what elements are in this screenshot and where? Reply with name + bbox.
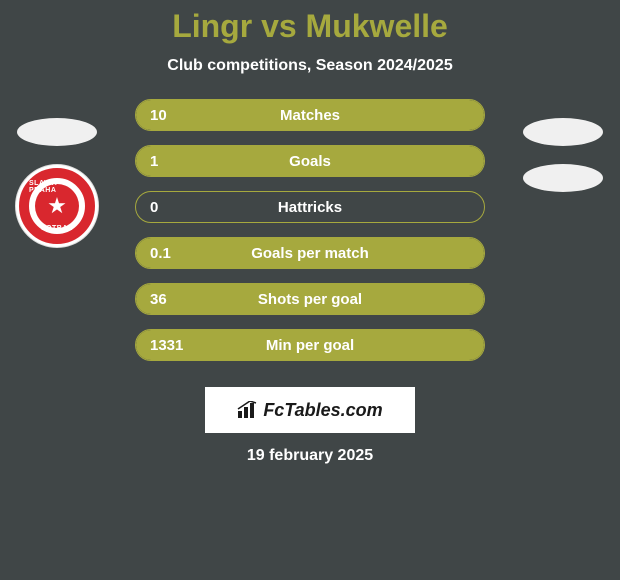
stats-area: 10 Matches 1 Goals 0 Hattricks 0.1 Goals per ma… [135,99,485,375]
stat-value-left: 0 [150,199,158,216]
stat-row: 0 Hattricks [135,191,485,223]
fctables-logo: FcTables.com [237,400,382,421]
stat-label: Hattricks [278,199,342,216]
chart-icon [237,401,259,419]
stat-bar: 36 Shots per goal [135,283,485,315]
stat-value-left: 10 [150,107,167,124]
stat-bar: 1331 Min per goal [135,329,485,361]
stat-bar: 0.1 Goals per match [135,237,485,269]
stat-row: 0.1 Goals per match [135,237,485,269]
club-badge-right-placeholder [523,164,603,192]
stat-bar: 0 Hattricks [135,191,485,223]
branding-box: FcTables.com [205,387,415,433]
comparison-title: Lingr vs Mukwelle [172,8,448,45]
stat-bar: 10 Matches [135,99,485,131]
stat-row: 36 Shots per goal [135,283,485,315]
footer-date: 19 february 2025 [247,447,373,465]
stat-label: Goals per match [251,245,369,262]
stat-bar: 1 Goals [135,145,485,177]
infographic-container: Lingr vs Mukwelle Club competitions, Sea… [0,0,620,465]
season-subtitle: Club competitions, Season 2024/2025 [167,57,452,75]
player-left-column: SLAVIA PRAHA ★ FOTBAL [12,118,102,248]
club-badge-ring: SLAVIA PRAHA ★ FOTBAL [19,168,95,244]
badge-text-top: SLAVIA PRAHA [29,180,85,194]
player-left-avatar-placeholder [17,118,97,146]
branding-text: FcTables.com [263,400,382,421]
stat-value-left: 36 [150,291,167,308]
stat-row: 1 Goals [135,145,485,177]
stat-row: 1331 Min per goal [135,329,485,361]
club-badge-left: SLAVIA PRAHA ★ FOTBAL [15,164,99,248]
stat-value-left: 0.1 [150,245,171,262]
stat-value-left: 1331 [150,337,183,354]
stat-row: 10 Matches [135,99,485,131]
stat-value-left: 1 [150,153,158,170]
player-right-avatar-placeholder [523,118,603,146]
stat-label: Shots per goal [258,291,362,308]
player-right-column [518,118,608,210]
badge-text-bottom: FOTBAL [41,225,72,232]
stat-label: Min per goal [266,337,354,354]
stat-label: Goals [289,153,331,170]
stat-label: Matches [280,107,340,124]
